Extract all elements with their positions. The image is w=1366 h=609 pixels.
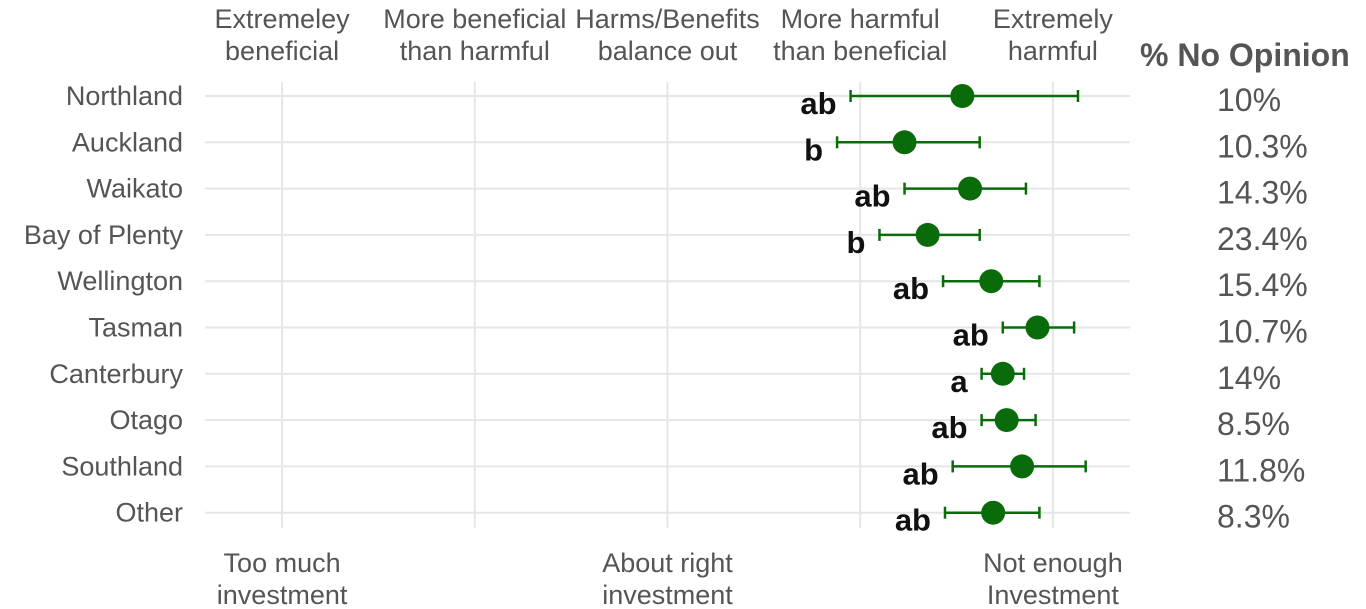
top-axis-label-line: More beneficial: [383, 4, 566, 34]
top-axis-label-2: More beneficial than harmful: [383, 4, 566, 66]
pct-value: 10.7%: [1217, 314, 1308, 350]
sig-label: ab: [953, 318, 989, 353]
data-point: [1025, 315, 1050, 340]
pct-value: 15.4%: [1217, 267, 1308, 303]
top-axis-label-1: Extremeley beneficial: [215, 4, 351, 66]
pct-value: 8.3%: [1217, 499, 1290, 535]
region-label: Waikato: [86, 174, 183, 204]
data-point: [950, 84, 975, 108]
pct-value: 8.5%: [1217, 406, 1290, 442]
top-axis-label-line: Extremely: [993, 4, 1114, 34]
bottom-axis-label-1: Too much investment: [217, 548, 348, 609]
bottom-axis-label-line: Too much: [224, 548, 341, 578]
bottom-axis-label-line: About right: [602, 548, 733, 578]
pct-header: % No Opinion: [1140, 37, 1350, 73]
bottom-axis-label-line: Not enough: [983, 548, 1123, 578]
top-axis-label-5: Extremely harmful: [993, 4, 1114, 66]
region-label: Auckland: [72, 127, 183, 157]
region-label: Otago: [109, 405, 183, 435]
sig-label: b: [847, 225, 866, 260]
bottom-axis-label-line: investment: [602, 580, 733, 609]
top-axis-label-line: than harmful: [400, 36, 550, 66]
region-labels: Northland Auckland Waikato Bay of Plenty Wel…: [24, 81, 184, 528]
top-axis-label-line: harmful: [1008, 36, 1098, 66]
top-axis-label-line: than beneficial: [773, 36, 947, 66]
sig-label: a: [950, 364, 968, 399]
pct-value: 14%: [1217, 360, 1281, 396]
top-axis-label-line: Extremeley: [215, 4, 351, 34]
region-label: Tasman: [88, 313, 183, 343]
sig-label: ab: [903, 456, 939, 491]
region-label: Other: [115, 498, 183, 528]
bottom-axis-label-3: Not enough Investment: [983, 548, 1123, 609]
top-axis-label-line: balance out: [598, 36, 738, 66]
data-point: [990, 361, 1015, 386]
region-label: Southland: [61, 451, 183, 481]
sig-label: ab: [854, 179, 890, 214]
region-label: Bay of Plenty: [24, 220, 184, 250]
sig-label: ab: [931, 410, 967, 445]
data-point: [979, 269, 1004, 294]
data-point: [981, 500, 1006, 525]
top-axis-label-line: More harmful: [781, 4, 940, 34]
sig-label: ab: [893, 271, 929, 306]
sig-label: ab: [800, 86, 836, 121]
bottom-axis-label-line: investment: [217, 580, 348, 609]
data-point: [994, 408, 1019, 433]
bottom-axis-label-2: About right investment: [602, 548, 733, 609]
bottom-axis-label-line: Investment: [987, 580, 1120, 609]
data-point: [915, 222, 940, 247]
region-label: Wellington: [57, 266, 183, 296]
data-point: [892, 130, 917, 155]
top-axis-label-4: More harmful than beneficial: [773, 4, 947, 66]
top-axis-label-3: Harms/Benefits balance out: [575, 4, 760, 66]
pct-value: 10.3%: [1217, 128, 1308, 164]
top-axis-label-line: beneficial: [225, 36, 339, 66]
data-point: [1010, 454, 1035, 479]
pct-value: 11.8%: [1217, 452, 1305, 488]
region-label: Northland: [66, 81, 183, 111]
pct-value: 10%: [1217, 82, 1281, 118]
pct-value: 14.3%: [1217, 175, 1308, 211]
gridlines: [205, 82, 1130, 528]
sig-label: ab: [895, 503, 931, 538]
no-opinion-column: % No Opinion 10% 10.3% 14.3% 23.4% 15.4% 10.7…: [1140, 37, 1350, 535]
pct-value: 23.4%: [1217, 221, 1308, 257]
sig-label: b: [804, 132, 823, 167]
data-point: [958, 176, 983, 201]
top-axis-label-line: Harms/Benefits: [575, 4, 760, 34]
region-label: Canterbury: [49, 359, 183, 389]
